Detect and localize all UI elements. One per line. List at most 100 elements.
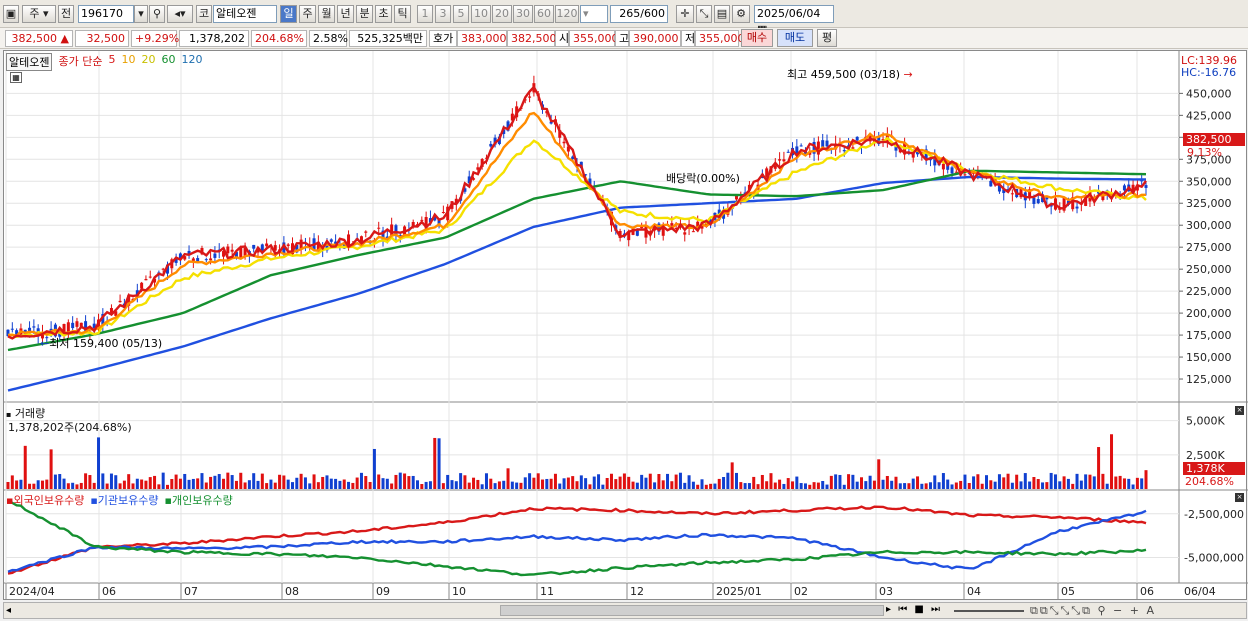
close-icon[interactable]: × — [1235, 493, 1244, 502]
volume-bar — [997, 474, 1001, 489]
candle-body — [433, 216, 437, 221]
interval-5[interactable]: 5 — [453, 5, 469, 23]
stock-tag[interactable]: 알테오젠 — [6, 53, 53, 71]
eval-button[interactable]: 평 — [817, 29, 837, 47]
interval-1[interactable]: 1 — [417, 5, 433, 23]
volume-bar — [898, 483, 902, 489]
volume-bar — [286, 479, 290, 489]
stock-code-input[interactable]: 196170 — [78, 5, 134, 23]
period-tab-week[interactable]: 주 — [299, 5, 316, 23]
period-tab-month[interactable]: 월 — [318, 5, 335, 23]
volume-bar — [778, 479, 782, 489]
volume-bar — [687, 475, 691, 489]
candle-body — [877, 137, 881, 145]
candle-body — [260, 244, 264, 251]
candle-body — [329, 239, 333, 242]
scroll-bar[interactable]: ◂ ▸ ⏮ ■ ⏭ ⧉⧉⤡⤡⤡⧉ ⚲ − + A — [3, 602, 1247, 619]
volume-bar — [368, 481, 372, 489]
volume-bar — [920, 483, 924, 489]
scroll-left-icon[interactable]: ◂ — [6, 605, 12, 616]
volume-bar — [256, 480, 260, 489]
period-tab-second[interactable]: 초 — [375, 5, 392, 23]
stock-name-field[interactable]: 알테오젠 — [213, 5, 277, 23]
high-price: 390,000 — [629, 30, 681, 47]
candle-body — [183, 256, 187, 260]
chart-svg[interactable]: 2024/04 06 07 08 09 10 11 12 2025/01 02 03 04 05 06 06… — [4, 51, 1248, 601]
interval-10[interactable]: 10 — [471, 5, 491, 23]
scroll-thumb[interactable] — [500, 605, 884, 616]
crosshair-icon[interactable]: ✛ — [676, 5, 694, 23]
chart-area[interactable]: 2024/04 06 07 08 09 10 11 12 2025/01 02 03 04 05 06 06… — [3, 50, 1248, 601]
buy-button[interactable]: 매수 — [741, 29, 773, 47]
volume-bar — [631, 481, 635, 489]
candle-body — [916, 151, 920, 155]
volume-bar — [40, 480, 44, 489]
period-tab-year[interactable]: 년 — [337, 5, 354, 23]
zoom-slider[interactable] — [954, 610, 1024, 612]
x-tick-label: 08 — [285, 585, 299, 598]
sell-button[interactable]: 매도 — [777, 29, 813, 47]
search-icon[interactable]: ⚲ — [149, 5, 165, 23]
volume-bar — [579, 475, 583, 489]
volume-bar — [506, 468, 510, 489]
speaker-icon[interactable]: ◂▾ — [167, 5, 193, 23]
market-kind-select[interactable]: 주 ▾ — [22, 5, 56, 23]
y-tick-label: 5,000K — [1186, 415, 1225, 428]
chevron-down-icon[interactable]: ▾ — [134, 5, 148, 23]
close-icon[interactable]: × — [1235, 406, 1244, 415]
candle-body — [489, 143, 493, 147]
volume-bar — [282, 475, 286, 489]
candle-body — [165, 264, 169, 274]
volume-bar — [976, 474, 980, 489]
x-tick-label: 07 — [184, 585, 198, 598]
holder-line-1 — [7, 509, 1147, 573]
tool-icons[interactable]: ⧉⧉⤡⤡⤡⧉ ⚲ − + A — [1030, 604, 1156, 617]
open-price: 355,000 — [569, 30, 619, 47]
holder-line-0 — [7, 505, 1147, 575]
volume-bar — [58, 474, 62, 489]
gear-icon[interactable]: ⚙ — [732, 5, 750, 23]
volume-bar — [316, 482, 320, 489]
volume-bar — [476, 479, 480, 489]
date-field[interactable]: 2025/06/04 ▦ — [754, 5, 834, 36]
volume-bar — [864, 481, 868, 489]
layout-icon[interactable]: ▣ — [3, 5, 19, 23]
candle-body — [1071, 197, 1075, 210]
interval-3[interactable]: 3 — [435, 5, 451, 23]
volume-bar — [726, 472, 730, 489]
legend-institution: ▪기관보유수량 — [90, 494, 159, 507]
interval-20[interactable]: 20 — [492, 5, 512, 23]
change-percent: +9.29% — [131, 30, 179, 47]
volume-bar — [269, 479, 273, 489]
save-icon[interactable]: ▤ — [714, 5, 730, 23]
candle-body — [747, 184, 751, 191]
x-tick-label: 04 — [967, 585, 981, 598]
candle-body — [84, 321, 88, 331]
volume-bar — [885, 475, 889, 489]
table-icon[interactable]: ▦ — [10, 72, 22, 83]
candle-body — [933, 156, 937, 166]
volume-bar — [148, 477, 152, 489]
volume-bar — [217, 474, 221, 489]
candle-body — [670, 223, 674, 226]
period-tab-tick[interactable]: 틱 — [394, 5, 411, 23]
interval-30[interactable]: 30 — [513, 5, 533, 23]
volume-bar — [1140, 478, 1144, 489]
count-field[interactable]: 265/600 — [610, 5, 668, 23]
interval-select[interactable]: ▾ — [580, 5, 608, 23]
volume-bar — [109, 473, 113, 489]
volume-bar — [933, 475, 937, 489]
interval-120[interactable]: 120 — [555, 5, 579, 23]
volume-bar — [480, 484, 484, 489]
draw-icon[interactable]: ⤡ — [696, 5, 712, 23]
period-tab-day[interactable]: 일 — [280, 5, 297, 23]
playback-controls[interactable]: ▸ ⏮ ■ ⏭ — [886, 604, 943, 615]
prev-button[interactable]: 전 — [58, 5, 74, 23]
volume-bar — [937, 482, 941, 489]
volume-bar — [597, 474, 601, 489]
interval-60[interactable]: 60 — [534, 5, 554, 23]
period-tab-minute[interactable]: 분 — [356, 5, 373, 23]
lc-label: LC:139.96 — [1181, 54, 1238, 67]
volume-bar — [497, 481, 501, 489]
current-price-tag: 382,500 — [1183, 133, 1245, 146]
